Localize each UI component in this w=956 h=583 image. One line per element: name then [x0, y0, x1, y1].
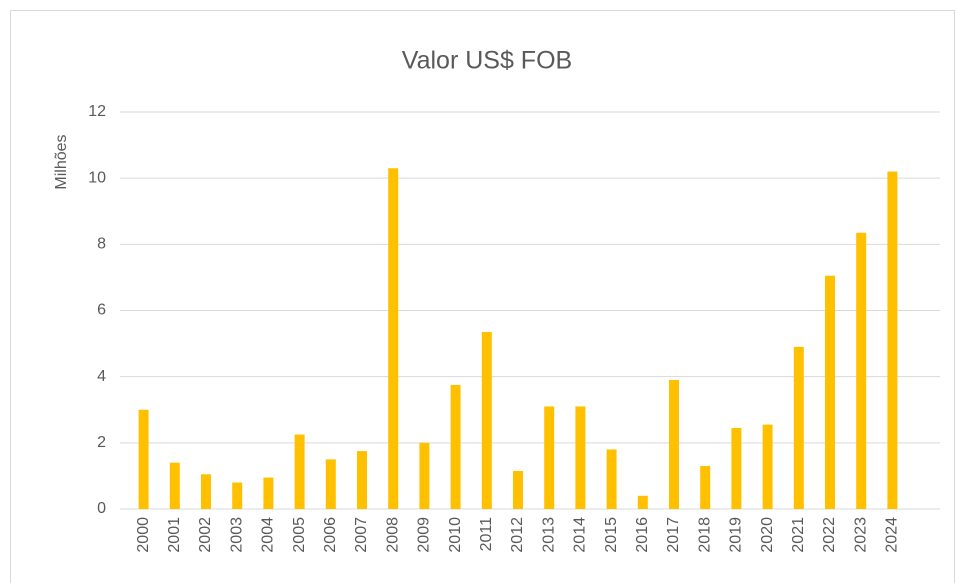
bar: [825, 275, 835, 509]
x-tick-label: 2008: [384, 517, 401, 553]
x-tick-label: 2024: [884, 517, 901, 553]
x-tick-label: 2002: [197, 517, 214, 553]
x-tick-label: 2009: [416, 517, 433, 553]
x-tick-label: 2014: [572, 517, 589, 553]
x-tick-label: 2018: [696, 517, 713, 553]
x-tick-label: 2015: [603, 517, 620, 553]
x-tick-label: 2007: [353, 517, 370, 553]
x-tick-label: 2000: [135, 517, 152, 553]
bar: [575, 406, 586, 509]
y-tick-label: 2: [97, 434, 106, 451]
x-tick-label: 2021: [790, 517, 807, 553]
bar: [232, 482, 243, 509]
bar: [637, 495, 648, 509]
bar: [419, 442, 430, 509]
bar: [731, 427, 742, 509]
bar: [450, 384, 461, 509]
y-axis-label: Milhões: [53, 134, 70, 189]
x-tick-label: 2019: [728, 517, 745, 553]
bar: [762, 424, 773, 509]
bar: [169, 462, 180, 509]
x-tick-label: 2017: [665, 517, 682, 553]
x-tick-label: 2006: [322, 517, 339, 553]
x-tick-label: 2016: [634, 517, 651, 553]
x-tick-label: 2012: [509, 517, 526, 553]
x-tick-label: 2023: [852, 517, 869, 553]
x-tick-label: 2010: [447, 517, 464, 553]
bar: [481, 332, 492, 509]
bar: [357, 451, 367, 509]
y-tick-label: 0: [97, 500, 106, 517]
y-tick-label: 10: [88, 169, 106, 186]
bar: [793, 346, 804, 509]
bar: [513, 470, 523, 509]
bar: [325, 459, 336, 509]
bar: [606, 449, 617, 509]
y-tick-label: 6: [97, 302, 106, 319]
bar: [388, 168, 399, 509]
x-tick-label: 2020: [759, 517, 776, 553]
bar: [700, 465, 711, 509]
bar: [201, 474, 211, 509]
x-tick-label: 2011: [478, 517, 495, 552]
bar: [263, 477, 274, 509]
chart-title: Valor US$ FOB: [402, 47, 572, 75]
y-tick-label: 12: [88, 103, 106, 120]
x-tick-label: 2022: [821, 517, 838, 553]
bar: [887, 171, 898, 510]
y-tick-label: 8: [97, 236, 106, 253]
bar: [544, 406, 555, 509]
x-tick-label: 2013: [540, 517, 557, 553]
bar: [669, 379, 679, 509]
x-tick-label: 2004: [260, 517, 277, 553]
bar: [856, 232, 867, 510]
x-tick-label: 2001: [166, 517, 183, 553]
y-tick-label: 4: [97, 368, 106, 385]
x-tick-label: 2005: [291, 517, 308, 553]
bar: [294, 434, 305, 509]
bar: [138, 409, 149, 509]
x-tick-label: 2003: [228, 517, 245, 553]
